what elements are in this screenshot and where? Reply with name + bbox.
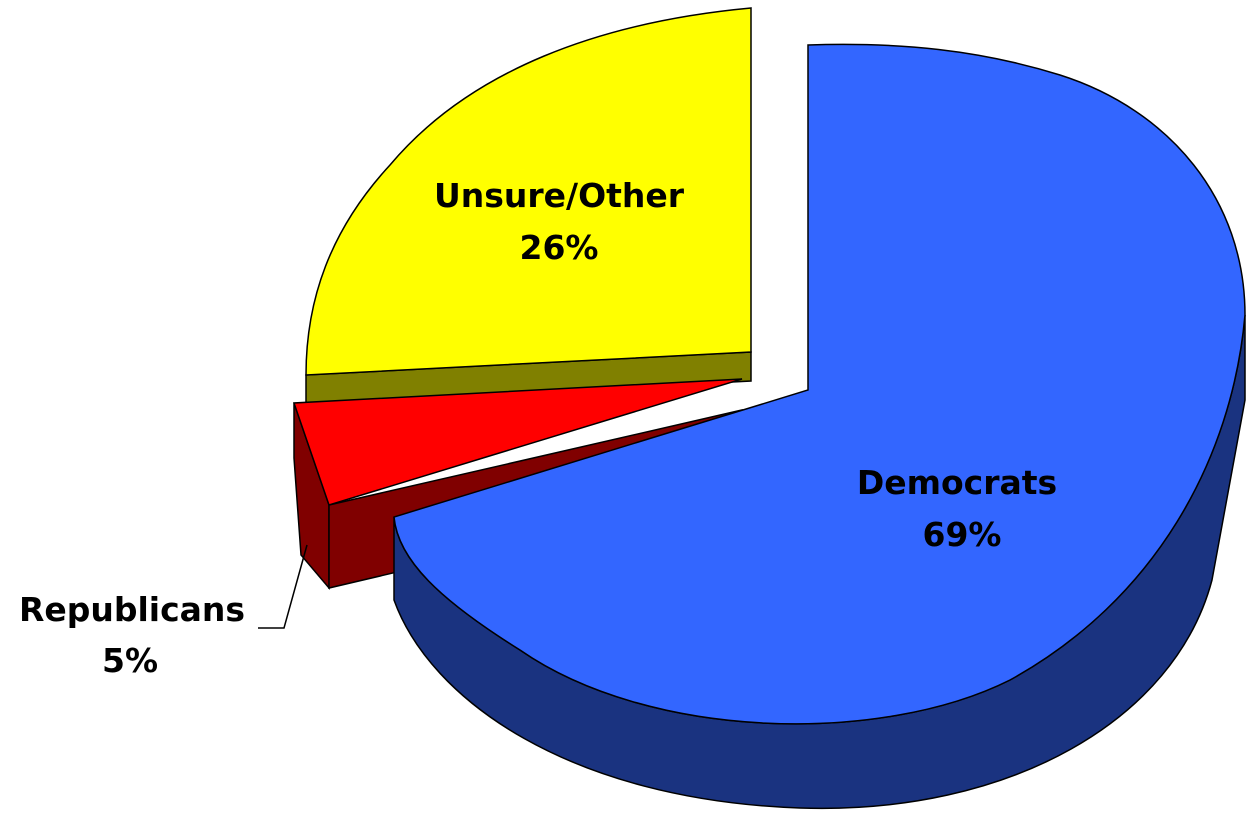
label-republicans-value: 5% [102, 641, 158, 680]
label-democrats-value: 69% [923, 515, 1002, 554]
slice-democrats [393, 43, 1246, 810]
label-republicans-name: Republicans [19, 590, 245, 629]
label-unsure-other-name: Unsure/Other [434, 176, 685, 215]
slice-republicans-top [292, 378, 743, 506]
republicans-leader-line [258, 544, 308, 629]
slice-unsure-other-top [305, 7, 752, 376]
slice-democrats-top [393, 43, 1246, 725]
label-democrats-name: Democrats [857, 463, 1057, 502]
label-unsure-other-value: 26% [520, 228, 599, 267]
slice-unsure-other [305, 7, 752, 405]
